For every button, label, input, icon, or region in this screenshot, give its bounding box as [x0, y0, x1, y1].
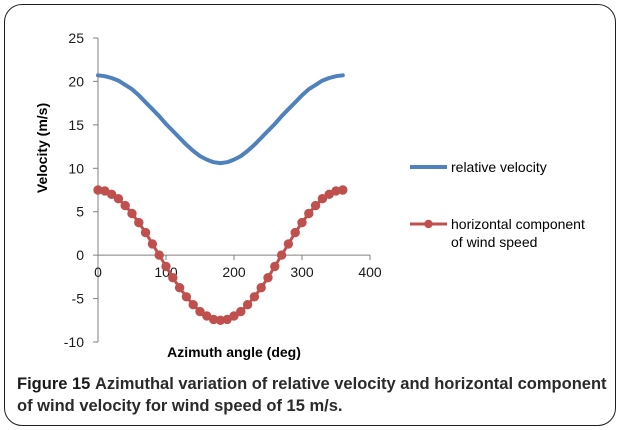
- series-2-point: [229, 311, 239, 321]
- series-2-point: [168, 273, 178, 283]
- series-2-point: [236, 306, 246, 317]
- series-2-point: [120, 200, 130, 211]
- series-2-point: [290, 227, 300, 238]
- y-tick-label: 25: [68, 30, 84, 46]
- series-2-point: [147, 239, 158, 249]
- series-2-point: [317, 194, 328, 204]
- series-2-point: [263, 273, 273, 283]
- legend-marker-2: [424, 219, 433, 229]
- legend-label-2: of wind speed: [451, 234, 537, 250]
- x-tick-label: 300: [290, 264, 314, 280]
- series-2-point: [297, 217, 307, 228]
- series-line-1: [96, 73, 345, 166]
- caption-text: Azimuthal variation of relative velocity…: [17, 375, 607, 415]
- series-2-point: [113, 194, 124, 204]
- series-2-point: [181, 292, 192, 302]
- legend-label-2: horizontal component: [451, 216, 585, 232]
- y-axis-title: Velocity (m/s): [34, 103, 50, 193]
- series-2-point: [140, 227, 151, 238]
- series-2-point: [154, 250, 164, 260]
- x-tick-label: 0: [94, 264, 102, 280]
- series-2-point: [127, 208, 137, 219]
- series-2-point: [270, 261, 280, 272]
- figure-frame: 25 20 15 10 5 0 -5 -10 0 100 200 300 400 Azimuth angl…: [4, 4, 616, 426]
- series-2-point: [174, 283, 185, 293]
- y-tick-label: 10: [68, 160, 84, 176]
- series-2-point: [106, 189, 117, 200]
- x-tick-label: 200: [222, 264, 246, 280]
- series-2-point: [276, 250, 287, 260]
- series-2-point: [304, 208, 314, 219]
- figure-label: Figure 15: [17, 375, 91, 393]
- y-tick-label: 0: [76, 247, 84, 263]
- series-2-point: [161, 261, 171, 272]
- chart-area: 25 20 15 10 5 0 -5 -10 0 100 200 300 400 Azimuth angl…: [5, 5, 615, 365]
- y-tick-label: -5: [72, 291, 85, 307]
- series-2-point: [242, 300, 253, 310]
- series-2-point: [310, 200, 321, 211]
- series-2-point: [283, 239, 294, 249]
- series-2-point: [134, 217, 144, 228]
- x-tick-label: 400: [358, 264, 382, 280]
- y-tick-label: -10: [64, 334, 84, 350]
- x-axis-title: Azimuth angle (deg): [167, 344, 301, 360]
- y-tick-label: 15: [68, 117, 84, 133]
- series-2-point: [195, 306, 205, 317]
- series-2-point: [256, 283, 266, 293]
- series-2-point: [338, 185, 348, 195]
- figure-caption: Figure 15 Azimuthal variation of relativ…: [17, 373, 609, 417]
- series-2-point: [188, 300, 198, 310]
- series-2-point: [249, 292, 260, 302]
- y-tick-label: 5: [76, 204, 84, 220]
- legend-label-1: relative velocity: [451, 159, 547, 175]
- y-tick-label: 20: [68, 73, 84, 89]
